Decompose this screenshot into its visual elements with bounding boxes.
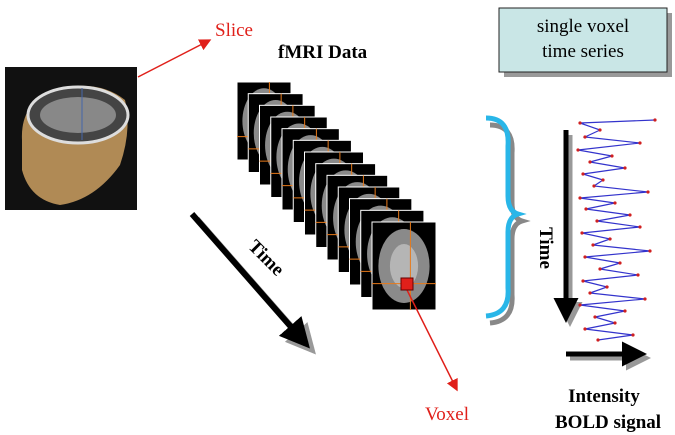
trace-point [592, 184, 595, 187]
slice-pointer [138, 40, 210, 77]
trace-point [578, 303, 581, 306]
trace-point [581, 279, 584, 282]
trace-point [596, 338, 599, 341]
trace-point [601, 178, 604, 181]
trace-point [578, 196, 581, 199]
slice-stack [237, 82, 436, 310]
trace-point [613, 201, 616, 204]
trace-point [605, 285, 608, 288]
signal-label: Intensity [568, 386, 640, 407]
trace-point [595, 219, 598, 222]
trace-point [653, 118, 656, 121]
trace-point [588, 160, 591, 163]
time-label-vertical: Time [535, 227, 556, 269]
slice [372, 222, 436, 310]
trace-point [618, 261, 621, 264]
time-arrow [192, 214, 306, 344]
trace-point [578, 121, 581, 124]
slice-label: Slice [215, 20, 253, 41]
trace-point [598, 267, 601, 270]
trace-point [648, 249, 651, 252]
trace-point [583, 135, 586, 138]
trace-point [576, 148, 579, 151]
signal-label: BOLD signal [555, 412, 661, 433]
voxel-time-series [578, 120, 655, 340]
trace-point [593, 315, 596, 318]
trace-point [613, 321, 616, 324]
trace-point [610, 154, 613, 157]
trace-point [580, 231, 583, 234]
trace-point [646, 190, 649, 193]
trace-point [583, 327, 586, 330]
diagram: Slice fMRI Data Voxel Time single voxel … [0, 0, 675, 435]
trace-point [588, 291, 591, 294]
trace-point [581, 172, 584, 175]
trace-point [628, 213, 631, 216]
trace-point [623, 309, 626, 312]
trace-point [591, 243, 594, 246]
trace-point [598, 128, 601, 131]
trace-point [584, 207, 587, 210]
box-line: time series [542, 41, 624, 62]
trace-point [638, 225, 641, 228]
trace-point [583, 255, 586, 258]
trace-point [636, 273, 639, 276]
brain-image [5, 67, 137, 210]
fmri-data-title: fMRI Data [278, 42, 368, 63]
trace-point [638, 141, 641, 144]
box-line: single voxel [537, 16, 629, 37]
voxel-label: Voxel [425, 404, 469, 425]
trace-point [608, 237, 611, 240]
voxel-marker [401, 278, 413, 290]
trace-point [631, 333, 634, 336]
trace-point [643, 297, 646, 300]
trace-point [623, 166, 626, 169]
time-label-diagonal: Time [244, 236, 288, 280]
